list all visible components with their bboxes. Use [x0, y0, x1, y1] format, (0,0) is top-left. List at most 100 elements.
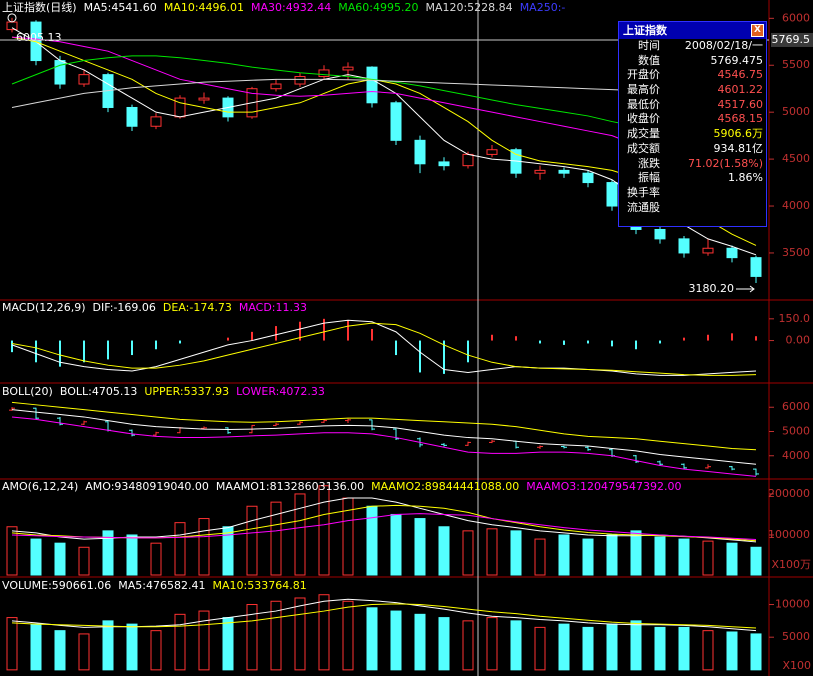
- indicator-line: [11, 497, 757, 543]
- y-tick-label: 100000: [768, 528, 810, 541]
- candle-body: [654, 228, 666, 240]
- max-marker: [7, 13, 17, 23]
- volume-bar: [366, 607, 378, 671]
- volume-bar: [582, 626, 594, 671]
- volume-bar: [606, 534, 618, 576]
- macd-bar: [299, 321, 301, 341]
- legend-entry: DEA:-174.73: [163, 301, 232, 314]
- candle-body: [78, 74, 90, 85]
- legend-entry: MA120:5228.84: [425, 1, 512, 14]
- info-label: 换手率: [627, 185, 660, 199]
- indicator-line: [11, 322, 757, 376]
- volume-bar: [510, 530, 522, 576]
- volume-bar: [654, 536, 666, 576]
- indicator-line: [11, 319, 757, 376]
- volume-bar: [270, 501, 282, 576]
- volume-bar: [54, 542, 66, 576]
- info-row: 成交额 934.81亿: [619, 142, 766, 157]
- volume-bar: [630, 530, 642, 576]
- y-unit: X100万: [771, 558, 811, 571]
- info-rows: 时间 2008/02/18/一 数值 5769.475 开盘价 4546.75 最高价 460…: [619, 39, 766, 215]
- legend-entry: MA10:533764.81: [212, 579, 306, 592]
- candle-body: [318, 69, 330, 78]
- volume-bar: [198, 610, 210, 671]
- volume-bar: [30, 538, 42, 576]
- info-label: 数值: [638, 53, 660, 67]
- candle-body: [366, 66, 378, 104]
- volume-bar: [318, 594, 330, 671]
- info-row: 收盘价 4568.15: [619, 112, 766, 127]
- volume-bar: [246, 505, 258, 576]
- candle-body: [558, 169, 570, 174]
- macd-bar: [11, 340, 13, 353]
- y-tick-label: 5000: [782, 105, 810, 118]
- volume-bar: [318, 485, 330, 576]
- info-label: 流通股: [627, 200, 660, 214]
- macd-bar: [659, 340, 661, 344]
- volume-bar: [270, 600, 282, 671]
- volume-bar: [486, 617, 498, 671]
- info-value: 71.02(1.58%): [687, 156, 763, 170]
- info-row: 数值 5769.475: [619, 54, 766, 69]
- volume-bar: [30, 623, 42, 671]
- candle-body: [198, 97, 210, 101]
- info-label: 最低价: [627, 97, 660, 111]
- close-button[interactable]: X: [751, 24, 764, 37]
- volume-bar: [54, 630, 66, 671]
- macd-bar: [275, 326, 277, 341]
- info-row: 最高价 4601.22: [619, 83, 766, 98]
- candle-body: [726, 247, 738, 259]
- macd-bar: [131, 340, 133, 356]
- legend-entry: MA60:4995.20: [338, 1, 418, 14]
- volume-bar: [126, 534, 138, 576]
- info-row: 涨跌 71.02(1.58%): [619, 157, 766, 172]
- volume-bar: [534, 538, 546, 576]
- volume-bar: [6, 526, 18, 576]
- candle-body: [342, 66, 354, 71]
- macd-bar: [371, 328, 373, 341]
- volume-bar: [462, 530, 474, 576]
- indicator-line: [11, 416, 757, 477]
- volume-bar: [174, 522, 186, 576]
- candle-body: [750, 257, 762, 277]
- info-box: 上证指数 X 时间 2008/02/18/一 数值 5769.475 开盘价 4546.75…: [618, 21, 767, 227]
- macd-bar: [155, 340, 157, 350]
- info-value: 934.81亿: [713, 141, 764, 155]
- info-value: 4517.60: [717, 97, 764, 111]
- volume-bar: [702, 540, 714, 576]
- volume-bar: [606, 623, 618, 671]
- volume-bar: [678, 538, 690, 576]
- legend-entry: MAAMO2:89844441088.00: [371, 480, 519, 493]
- info-row: 换手率: [619, 186, 766, 201]
- volume-bar: [342, 600, 354, 671]
- volume-bar: [702, 630, 714, 671]
- volume-bar: [750, 546, 762, 576]
- info-label: 收盘价: [627, 112, 660, 126]
- volume-bar: [390, 610, 402, 671]
- macd-bar: [467, 340, 469, 363]
- candle-body: [414, 139, 426, 165]
- info-label: 时间: [638, 39, 660, 52]
- macd-bar: [59, 340, 61, 367]
- volume-bar: [558, 534, 570, 576]
- min-label: 3180.20: [689, 282, 735, 295]
- info-value: 4568.15: [717, 112, 764, 126]
- y-tick-label: 5000: [782, 630, 810, 643]
- crosshair-value: 5769.5: [772, 33, 811, 46]
- macd-bar: [755, 336, 757, 341]
- macd-bar: [587, 340, 589, 344]
- indicator-line: [11, 409, 757, 465]
- volume-bar: [654, 626, 666, 671]
- macd-bar: [35, 340, 37, 363]
- info-value: 4546.75: [717, 68, 764, 82]
- macd-bar: [419, 340, 421, 373]
- volume-bar: [390, 513, 402, 576]
- volume-bar: [630, 620, 642, 671]
- info-row: 时间 2008/02/18/一: [619, 39, 766, 54]
- legend-entry: MACD(12,26,9): [2, 301, 86, 314]
- info-title: 上证指数 X: [619, 22, 766, 39]
- y-tick-label: 5000: [782, 424, 810, 437]
- candle-body: [462, 153, 474, 167]
